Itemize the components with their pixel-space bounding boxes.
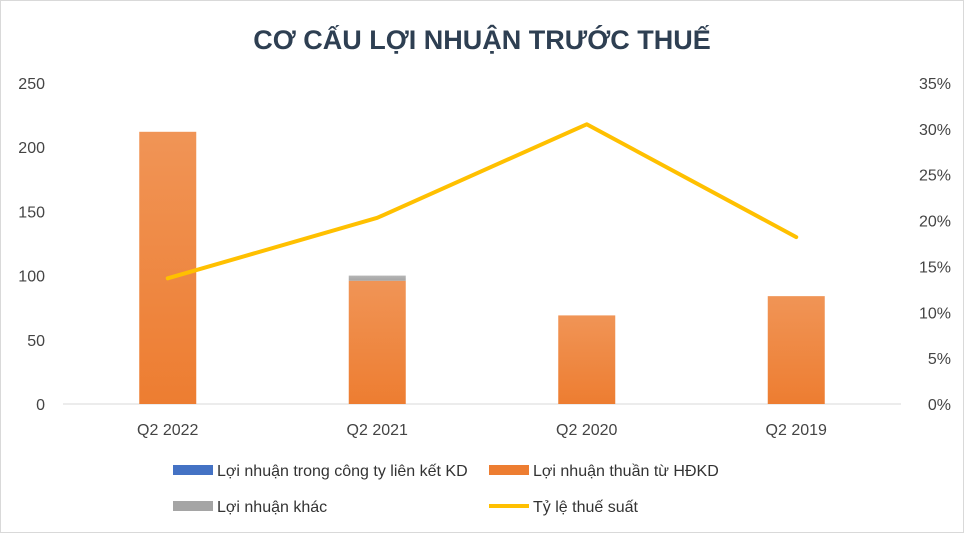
y2-tick-label: 25% [919, 168, 951, 185]
bar-group [139, 131, 825, 405]
legend: Lợi nhuận trong công ty liên kết KD Lợi n… [173, 463, 719, 516]
y-tick-label: 250 [18, 76, 45, 93]
bar-lợi-nhuận-thuần-từ-hđkd [348, 280, 406, 404]
y-tick-label: 50 [27, 333, 45, 350]
y-tick-label: 150 [18, 204, 45, 221]
x-tick-label: Q2 2020 [556, 422, 617, 439]
chart-title: CƠ CẤU LỢI NHUẬN TRƯỚC THUẾ [253, 24, 710, 55]
y-tick-label: 100 [18, 269, 45, 286]
bar-lợi-nhuận-thuần-từ-hđkd [558, 315, 616, 404]
line-tax-rate [165, 122, 799, 281]
y-tick-label: 200 [18, 140, 45, 157]
legend-label: Tỷ lệ thuế suất [533, 499, 639, 516]
y2-tick-label: 20% [919, 214, 951, 231]
bar-lợi-nhuận-thuần-từ-hđkd [139, 131, 197, 405]
legend-swatch [173, 501, 213, 511]
legend-label: Lợi nhuận trong công ty liên kết KD [217, 463, 468, 480]
x-tick-label: Q2 2021 [347, 422, 408, 439]
y-tick-label: 0 [36, 397, 45, 414]
y2-tick-label: 30% [919, 122, 951, 139]
y2-tick-label: 5% [928, 351, 951, 368]
legend-label: Lợi nhuận khác [217, 499, 327, 516]
y-axis-left: 0 50 100 150 200 250 [18, 76, 45, 414]
legend-swatch [173, 465, 213, 475]
y-axis-right: 0% 5% 10% 15% 20% 25% 30% 35% [919, 76, 951, 414]
line-series-group [165, 122, 799, 281]
y2-tick-label: 0% [928, 397, 951, 414]
bar-lợi-nhuận-khác [348, 275, 406, 281]
y2-tick-label: 35% [919, 76, 951, 93]
y2-tick-label: 15% [919, 259, 951, 276]
x-tick-label: Q2 2019 [766, 422, 827, 439]
legend-label: Lợi nhuận thuần từ HĐKD [533, 463, 719, 480]
y2-tick-label: 10% [919, 305, 951, 322]
legend-swatch [489, 465, 529, 475]
bar-lợi-nhuận-thuần-từ-hđkd [767, 296, 825, 404]
x-tick-label: Q2 2022 [137, 422, 198, 439]
x-axis-categories: Q2 2022 Q2 2021 Q2 2020 Q2 2019 [137, 422, 827, 439]
